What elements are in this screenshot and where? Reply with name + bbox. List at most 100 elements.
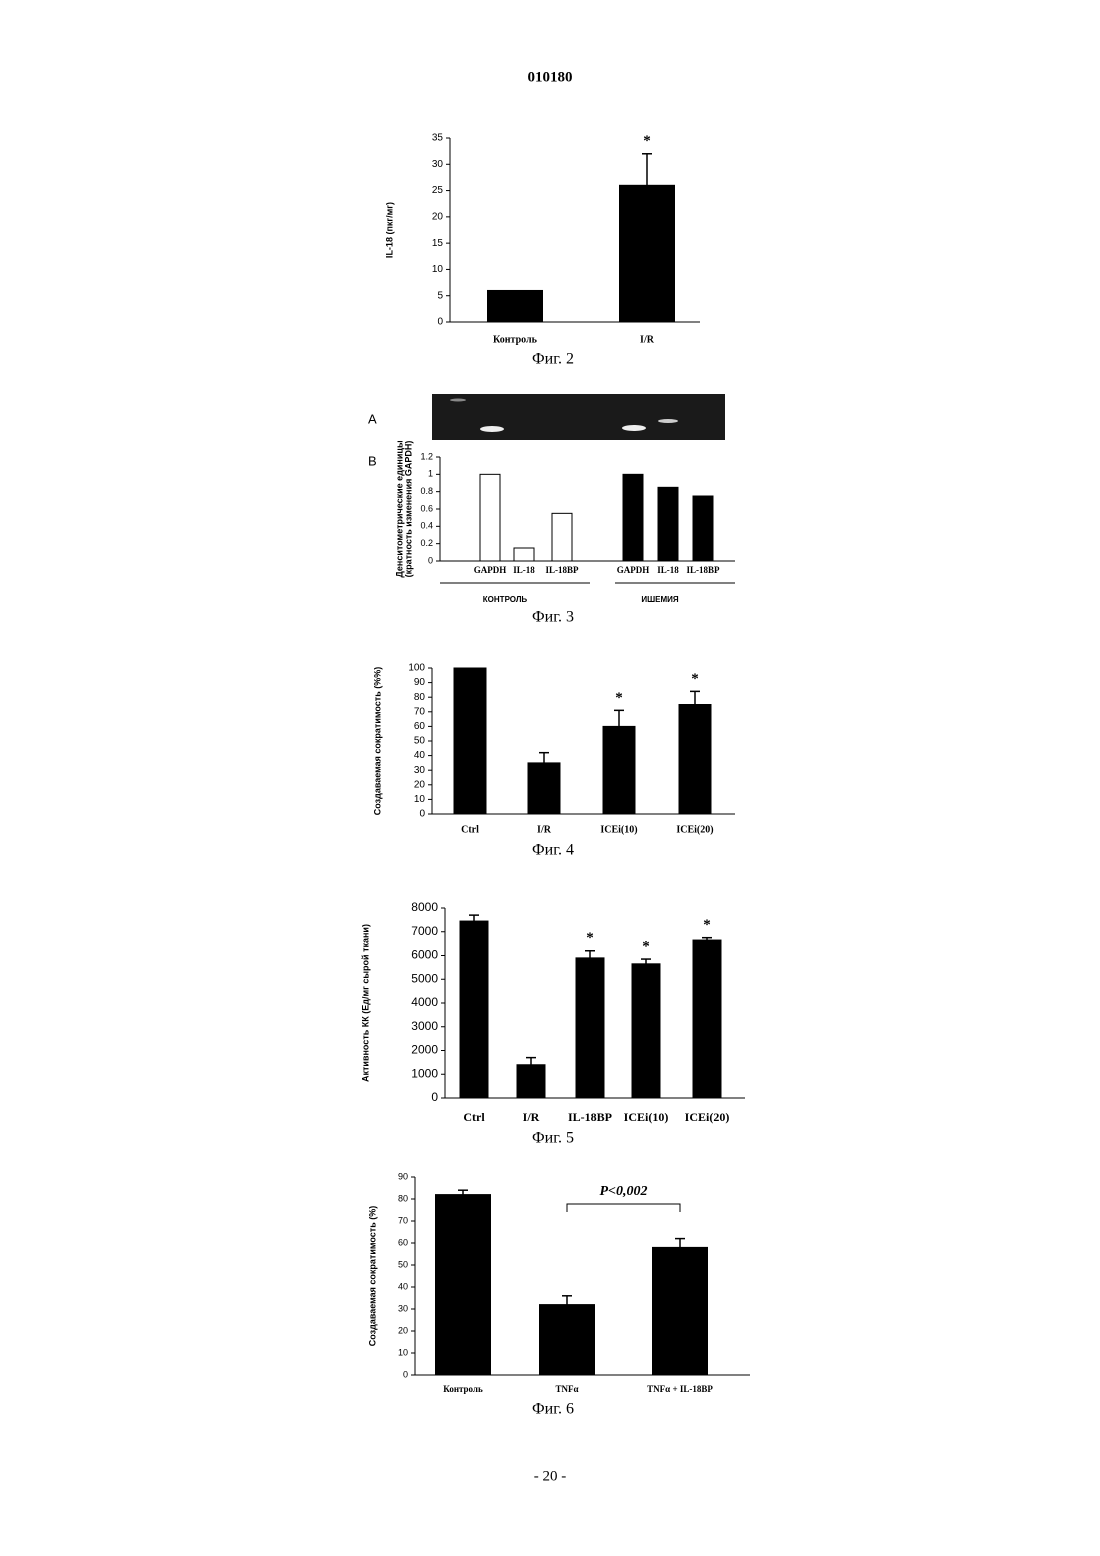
y-tick-label: 15 <box>432 238 444 249</box>
x-tick-label: IL-18BP <box>686 565 720 575</box>
y-axis-label: Активность КК (Ед/мг сырой ткани) <box>360 924 370 1082</box>
y-tick-label: 100 <box>408 663 425 674</box>
y-tick-label: 2000 <box>411 1043 438 1057</box>
caption: Фиг. 4 <box>532 842 574 859</box>
x-tick-label: Ctrl <box>461 824 479 835</box>
x-tick-label: GAPDH <box>474 565 507 575</box>
x-tick-label: I/R <box>523 1110 540 1124</box>
x-tick-label: IL-18 <box>513 565 535 575</box>
significance-mark: * <box>691 671 699 687</box>
significance-mark: * <box>615 690 623 706</box>
bar <box>653 1247 708 1375</box>
y-tick-label: 25 <box>432 185 444 196</box>
x-tick-label: Ctrl <box>463 1110 485 1124</box>
group-label: КОНТРОЛЬ <box>483 595 528 604</box>
group-label: ИШЕМИЯ <box>641 595 679 604</box>
y-tick-label: 20 <box>432 211 444 222</box>
y-tick-label: 30 <box>414 765 426 776</box>
y-tick-label: 40 <box>398 1281 408 1291</box>
y-tick-label: 7000 <box>411 924 438 938</box>
gel-image <box>432 394 725 440</box>
y-tick-label: 90 <box>414 677 426 688</box>
bar <box>620 185 675 322</box>
x-tick-label: GAPDH <box>617 565 650 575</box>
y-tick-label: 0 <box>431 1090 438 1104</box>
y-tick-label: 4000 <box>411 995 438 1009</box>
significance-mark: * <box>703 917 711 933</box>
y-tick-label: 5 <box>437 290 443 301</box>
y-tick-label: 10 <box>414 794 426 805</box>
y-tick-label: 3000 <box>411 1019 438 1033</box>
bar <box>693 496 713 561</box>
significance-mark: * <box>642 939 650 955</box>
bar <box>603 726 635 814</box>
bar <box>623 474 643 561</box>
comparison-bracket <box>567 1204 680 1212</box>
x-tick-label: IL-18BP <box>568 1110 612 1124</box>
y-tick-label: 80 <box>398 1193 408 1203</box>
panel-label: B <box>368 453 377 468</box>
bar <box>693 940 721 1098</box>
y-tick-label: 90 <box>398 1171 408 1181</box>
bar <box>514 548 534 561</box>
bar <box>460 921 488 1098</box>
x-tick-label: ICEi(10) <box>600 824 637 835</box>
y-tick-label: 60 <box>398 1237 408 1247</box>
panel-label: A <box>368 411 377 426</box>
gel-band <box>658 419 678 423</box>
bar <box>658 487 678 561</box>
caption: Фиг. 6 <box>532 1401 574 1418</box>
y-tick-label: 0 <box>419 809 425 820</box>
x-tick-label: I/R <box>537 824 552 835</box>
bar <box>576 958 604 1098</box>
y-tick-label: 1.2 <box>420 451 433 461</box>
y-tick-label: 1 <box>428 469 433 479</box>
x-tick-label: I/R <box>640 334 655 345</box>
x-tick-label: ICEi(20) <box>676 824 713 835</box>
bar <box>679 705 711 815</box>
y-tick-label: 30 <box>432 159 444 170</box>
y-tick-label: 0 <box>428 555 433 565</box>
caption: Фиг. 5 <box>532 1130 574 1147</box>
bar <box>632 964 660 1098</box>
y-tick-label: 0 <box>403 1369 408 1379</box>
x-tick-label: TNFα + IL-18BP <box>647 1384 713 1394</box>
x-tick-label: Контроль <box>493 334 538 345</box>
x-tick-label: Контроль <box>443 1384 483 1394</box>
gel-band <box>622 425 646 431</box>
significance-mark: * <box>586 930 594 946</box>
y-axis-label: (кратность изменения GAPDH) <box>403 441 413 578</box>
x-tick-label: ICEi(10) <box>624 1110 669 1124</box>
gel-band <box>480 426 504 432</box>
y-tick-label: 70 <box>414 706 426 717</box>
bar <box>488 290 543 322</box>
y-tick-label: 50 <box>414 736 426 747</box>
y-tick-label: 5000 <box>411 971 438 985</box>
y-tick-label: 6000 <box>411 948 438 962</box>
y-tick-label: 35 <box>432 133 444 144</box>
y-tick-label: 80 <box>414 692 426 703</box>
y-tick-label: 0.8 <box>420 486 433 496</box>
comparison-label: P<0,002 <box>599 1184 647 1199</box>
page-number: - 20 - <box>534 1468 567 1484</box>
bar <box>454 668 486 814</box>
y-tick-label: 8000 <box>411 900 438 914</box>
y-tick-label: 0.6 <box>420 503 433 513</box>
document-number: 010180 <box>528 69 573 85</box>
caption: Фиг. 3 <box>532 609 574 626</box>
y-axis-label: Создаваемая сократимость (%) <box>367 1206 377 1346</box>
x-tick-label: IL-18 <box>657 565 679 575</box>
bar <box>552 513 572 561</box>
page: 010180 - 20 - 05101520253035КонтрольI/R*… <box>0 0 1100 1556</box>
y-tick-label: 0 <box>437 317 443 328</box>
y-tick-label: 1000 <box>411 1066 438 1080</box>
y-tick-label: 10 <box>398 1347 408 1357</box>
x-tick-label: ICEi(20) <box>685 1110 730 1124</box>
bar <box>540 1305 595 1375</box>
y-tick-label: 0.4 <box>420 521 433 531</box>
significance-mark: * <box>643 133 651 149</box>
y-tick-label: 20 <box>414 779 426 790</box>
y-axis-label: Создаваемая сократимость (%%) <box>372 667 382 816</box>
caption: Фиг. 2 <box>532 351 574 368</box>
y-tick-label: 30 <box>398 1303 408 1313</box>
